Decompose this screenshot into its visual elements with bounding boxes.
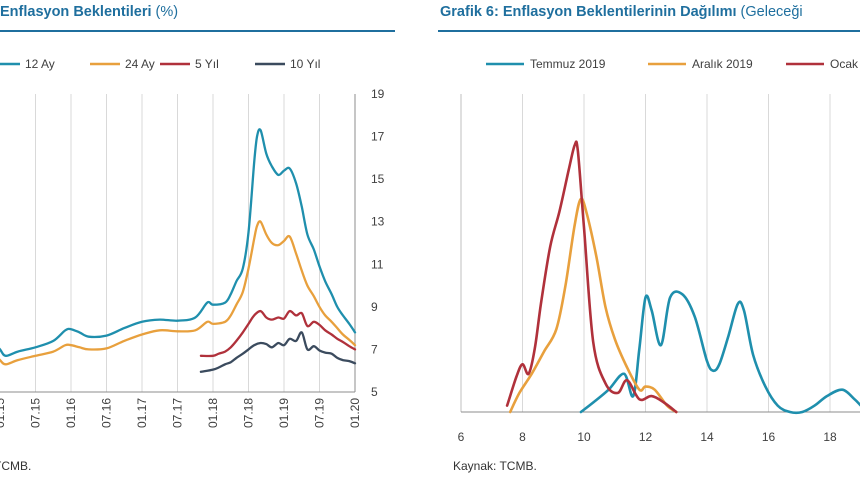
left-y-tick-label: 13: [371, 215, 385, 229]
left-y-tick-label: 19: [371, 87, 385, 101]
left-y-tick-label: 5: [371, 385, 378, 399]
right-x-tick-label: 8: [519, 430, 526, 444]
left-x-tick-label: 01.19: [277, 398, 291, 428]
left-x-tick-label: 01.20: [348, 398, 362, 428]
left-x-tick-label: 07.16: [100, 398, 114, 428]
right-x-tick-label: 6: [458, 430, 465, 444]
right-chart-title: Grafik 6: Enflasyon Beklentilerinin Dağı…: [440, 4, 803, 20]
left-legend-label-12-ay: 12 Ay: [25, 57, 55, 71]
right-x-tick-label: 14: [700, 430, 714, 444]
right-legend-label-aralik-2019: Aralık 2019: [692, 57, 753, 71]
left-y-tick-label: 17: [371, 130, 385, 144]
right-series-line-temmuz-2019: [579, 290, 860, 415]
right-x-tick-label: 10: [577, 430, 591, 444]
right-legend-label-ocak-2020: Ocak 2020: [830, 57, 860, 71]
left-series-line-12-ay: [0, 128, 357, 357]
left-y-tick-label: 9: [371, 300, 378, 314]
left-y-tick-label: 15: [371, 172, 385, 186]
right-title-text: Grafik 6: Enflasyon Beklentilerinin Dağı…: [440, 4, 737, 20]
right-title-rule: [438, 30, 860, 32]
left-y-tick-label: 7: [371, 342, 378, 356]
right-chart-panel: Grafik 6: Enflasyon Beklentilerinin Dağı…: [438, 0, 860, 480]
left-line-chart: 01.15 07.15 01.16 07.16 01.17 07.17 01.18 07.18…: [0, 57, 385, 428]
left-x-tick-label: 01.16: [64, 398, 78, 428]
left-series-line-5-yil: [199, 309, 357, 358]
right-legend-label-temmuz-2019: Temmuz 2019: [530, 57, 606, 71]
left-legend-label-24-ay: 24 Ay: [125, 57, 155, 71]
left-chart-panel: Enflasyon Beklentileri (%) 01.15 07.15 01.…: [0, 0, 395, 480]
left-x-tick-label: 07.17: [171, 398, 185, 428]
left-title-suffix: (%): [151, 4, 179, 20]
left-series-line-10-yil: [199, 331, 357, 373]
left-series-line-24-ay: [0, 220, 357, 366]
left-x-tick-label: 01.15: [0, 398, 7, 428]
left-legend-label-5-yil: 5 Yıl: [195, 57, 219, 71]
left-source-note: TCMB.: [0, 459, 32, 473]
right-x-tick-label: 16: [762, 430, 776, 444]
left-x-tick-label: 07.19: [313, 398, 327, 428]
right-series-line-aralik-2019: [508, 197, 678, 414]
left-title-rule: [0, 30, 395, 32]
left-legend-label-10-yil: 10 Yıl: [290, 57, 320, 71]
right-x-tick-label: 12: [639, 430, 653, 444]
left-title-text: Enflasyon Beklentileri: [0, 4, 152, 20]
left-chart-title: Enflasyon Beklentileri (%): [0, 4, 178, 20]
right-title-suffix: (Geleceği: [736, 4, 803, 20]
right-x-tick-label: 18: [823, 430, 837, 444]
left-x-tick-label: 01.17: [135, 398, 149, 428]
left-x-tick-label: 07.18: [242, 398, 256, 428]
left-x-tick-label: 07.15: [29, 398, 43, 428]
right-series-line-ocak-2020: [505, 140, 678, 414]
left-x-tick-label: 01.18: [206, 398, 220, 428]
left-y-tick-label: 11: [371, 257, 384, 271]
right-distribution-chart: 6 8 10 12 14 16 18 Temmuz 2019 Aralık 2019 Ocak 2…: [458, 57, 860, 444]
right-source-note: Kaynak: TCMB.: [453, 459, 537, 473]
